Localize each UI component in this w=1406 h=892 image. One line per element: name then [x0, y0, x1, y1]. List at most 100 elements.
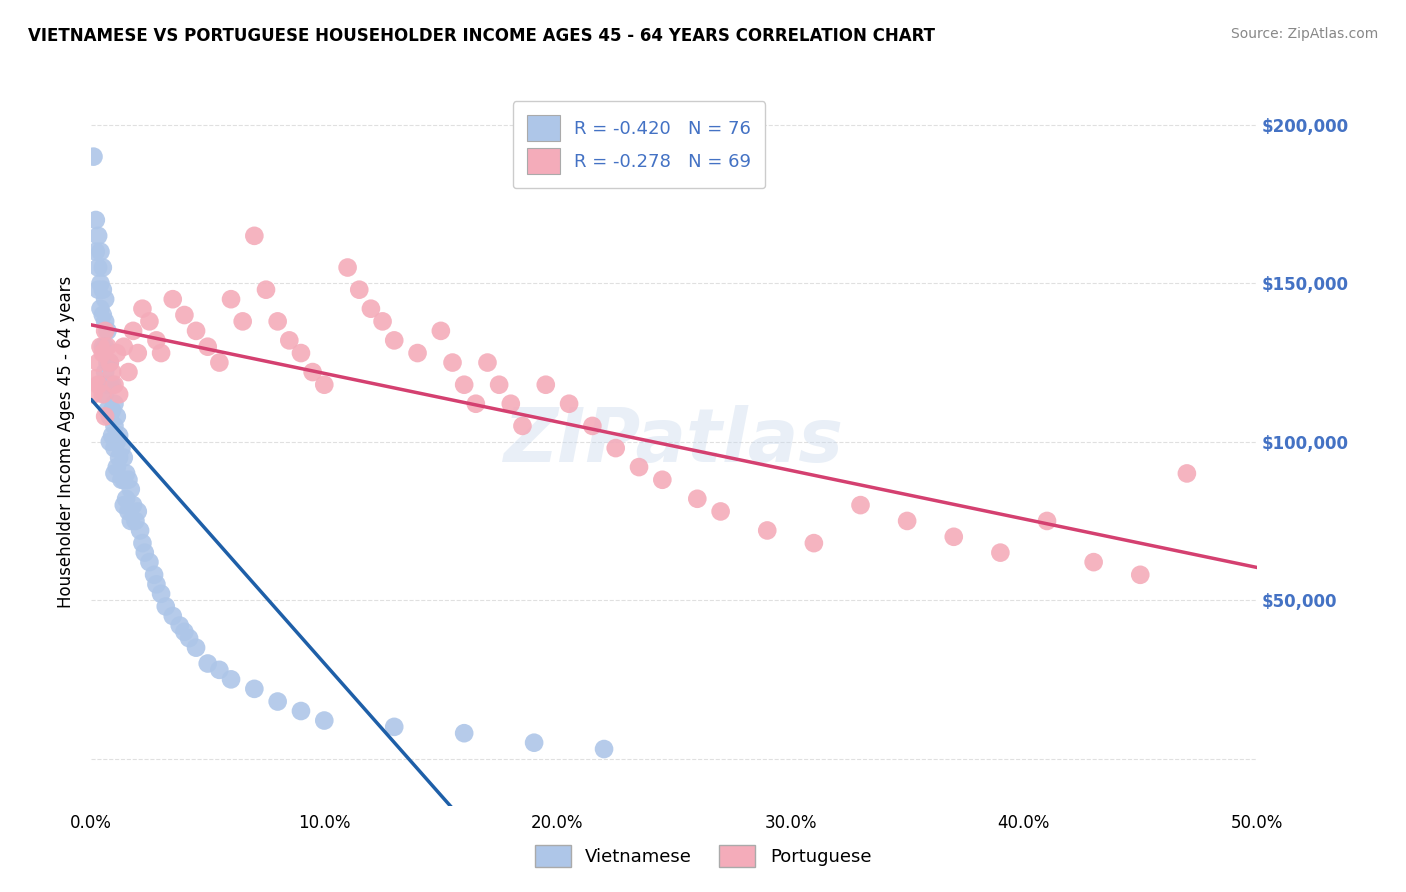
Point	[145, 334, 167, 348]
Point	[301, 365, 323, 379]
Point	[131, 301, 153, 316]
Point	[173, 308, 195, 322]
Point	[477, 355, 499, 369]
Point	[143, 567, 166, 582]
Point	[91, 346, 114, 360]
Point	[453, 726, 475, 740]
Point	[942, 530, 965, 544]
Point	[96, 377, 118, 392]
Point	[441, 355, 464, 369]
Point	[605, 441, 627, 455]
Point	[112, 340, 135, 354]
Point	[89, 277, 111, 291]
Point	[91, 308, 114, 322]
Point	[105, 434, 128, 449]
Point	[94, 324, 117, 338]
Point	[349, 283, 371, 297]
Point	[464, 397, 486, 411]
Point	[314, 377, 336, 392]
Point	[406, 346, 429, 360]
Text: VIETNAMESE VS PORTUGUESE HOUSEHOLDER INCOME AGES 45 - 64 YEARS CORRELATION CHART: VIETNAMESE VS PORTUGUESE HOUSEHOLDER INC…	[28, 27, 935, 45]
Point	[117, 473, 139, 487]
Point	[105, 346, 128, 360]
Point	[290, 704, 312, 718]
Point	[488, 377, 510, 392]
Point	[382, 334, 405, 348]
Point	[134, 546, 156, 560]
Point	[1175, 467, 1198, 481]
Point	[756, 524, 779, 538]
Point	[101, 365, 124, 379]
Point	[150, 346, 173, 360]
Point	[101, 377, 124, 392]
Point	[89, 301, 111, 316]
Point	[1129, 567, 1152, 582]
Point	[105, 460, 128, 475]
Point	[82, 150, 104, 164]
Point	[120, 514, 142, 528]
Point	[94, 409, 117, 424]
Point	[89, 340, 111, 354]
Point	[112, 498, 135, 512]
Point	[82, 387, 104, 401]
Point	[117, 365, 139, 379]
Point	[84, 244, 107, 259]
Point	[94, 314, 117, 328]
Point	[266, 314, 288, 328]
Point	[208, 663, 231, 677]
Y-axis label: Householder Income Ages 45 - 64 years: Householder Income Ages 45 - 64 years	[58, 276, 75, 607]
Point	[129, 524, 152, 538]
Point	[94, 387, 117, 401]
Point	[360, 301, 382, 316]
Point	[1083, 555, 1105, 569]
Point	[290, 346, 312, 360]
Point	[278, 334, 301, 348]
Point	[254, 283, 277, 297]
Point	[103, 418, 125, 433]
Point	[243, 681, 266, 696]
Point	[98, 355, 121, 369]
Point	[94, 365, 117, 379]
Legend: R = -0.420   N = 76, R = -0.278   N = 69: R = -0.420 N = 76, R = -0.278 N = 69	[513, 101, 765, 188]
Point	[686, 491, 709, 506]
Point	[127, 346, 149, 360]
Point	[430, 324, 453, 338]
Point	[127, 504, 149, 518]
Point	[499, 397, 522, 411]
Point	[523, 736, 546, 750]
Legend: Vietnamese, Portuguese: Vietnamese, Portuguese	[527, 838, 879, 874]
Point	[96, 403, 118, 417]
Point	[122, 498, 145, 512]
Point	[105, 409, 128, 424]
Point	[89, 244, 111, 259]
Point	[103, 467, 125, 481]
Point	[103, 441, 125, 455]
Point	[336, 260, 359, 275]
Point	[87, 228, 110, 243]
Point	[115, 467, 138, 481]
Point	[710, 504, 733, 518]
Point	[91, 387, 114, 401]
Point	[91, 283, 114, 297]
Point	[108, 387, 131, 401]
Point	[197, 340, 219, 354]
Point	[177, 631, 200, 645]
Point	[803, 536, 825, 550]
Point	[534, 377, 557, 392]
Point	[98, 377, 121, 392]
Point	[103, 397, 125, 411]
Point	[117, 504, 139, 518]
Point	[98, 434, 121, 449]
Point	[219, 292, 242, 306]
Point	[84, 213, 107, 227]
Point	[155, 599, 177, 614]
Point	[197, 657, 219, 671]
Point	[87, 355, 110, 369]
Point	[512, 418, 534, 433]
Point	[162, 609, 184, 624]
Point	[1036, 514, 1059, 528]
Point	[150, 587, 173, 601]
Point	[108, 428, 131, 442]
Point	[208, 355, 231, 369]
Point	[651, 473, 673, 487]
